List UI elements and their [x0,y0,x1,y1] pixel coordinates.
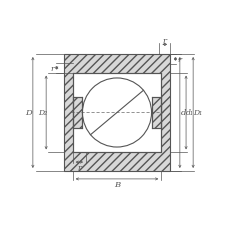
Polygon shape [72,73,161,153]
Text: B: B [113,180,120,188]
Text: r: r [77,163,81,171]
Text: d: d [180,109,186,117]
Polygon shape [152,97,161,129]
Text: D: D [25,109,32,117]
PathPatch shape [64,55,169,171]
Text: D₂: D₂ [38,109,47,117]
Text: D₁: D₁ [192,109,201,117]
Text: r: r [51,65,55,72]
Text: d₁: d₁ [185,109,193,117]
Text: r: r [162,37,166,45]
Polygon shape [72,97,81,129]
Circle shape [82,79,151,147]
Text: r: r [177,56,180,64]
